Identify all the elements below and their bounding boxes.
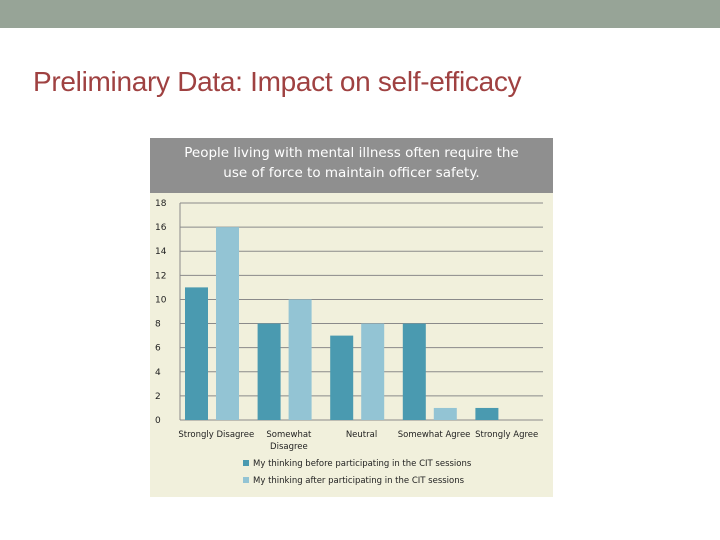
bar-before — [330, 335, 354, 420]
bar-before — [185, 287, 208, 420]
y-tick-label: 12 — [155, 271, 166, 281]
chart-title-line-2: use of force to maintain officer safety. — [223, 165, 480, 181]
bar-after — [288, 299, 312, 420]
legend-swatch — [243, 477, 249, 483]
bar-after — [216, 227, 239, 420]
x-category-label: Strongly Agree — [475, 430, 538, 440]
slide-title: Preliminary Data: Impact on self-efficac… — [33, 66, 522, 97]
top-band — [0, 0, 720, 28]
y-tick-label: 10 — [155, 295, 167, 305]
chart-title: People living with mental illness often … — [150, 138, 553, 193]
y-tick-label: 16 — [155, 223, 167, 233]
chart-container: People living with mental illness often … — [150, 138, 553, 497]
y-tick-label: 2 — [155, 392, 161, 402]
y-tick-label: 8 — [155, 320, 161, 330]
x-category-label: Strongly Disagree — [178, 430, 254, 440]
y-tick-label: 6 — [155, 344, 161, 354]
y-tick-label: 14 — [155, 247, 167, 257]
legend-swatch — [243, 460, 249, 466]
legend-entry: My thinking after participating in the C… — [253, 476, 465, 486]
y-tick-label: 4 — [155, 368, 161, 378]
x-category-label: Disagree — [270, 442, 308, 452]
bar-before — [257, 323, 281, 420]
bar-after — [361, 323, 385, 420]
x-category-label: Neutral — [346, 430, 377, 440]
x-category-label: Somewhat Agree — [398, 430, 471, 440]
x-category-label: Somewhat — [266, 430, 312, 440]
bar-before — [475, 407, 499, 420]
bar-chart: 0 2 4 6 8 10 12 14 16 18 Strongly Disagree Somewhat… — [155, 199, 543, 486]
bar-after — [433, 407, 457, 420]
y-tick-label: 18 — [155, 199, 167, 209]
y-tick-label: 0 — [155, 416, 161, 426]
bar-before — [402, 323, 426, 420]
chart-title-line-1: People living with mental illness often … — [184, 145, 519, 161]
legend-entry: My thinking before participating in the … — [253, 459, 472, 469]
